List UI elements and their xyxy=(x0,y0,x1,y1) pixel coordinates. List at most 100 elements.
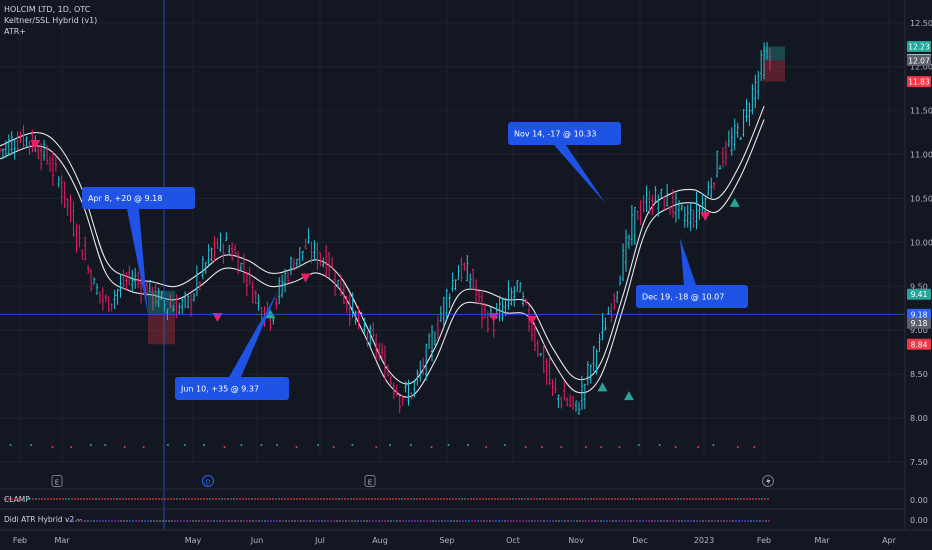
price-bar xyxy=(413,379,416,398)
price-bar xyxy=(654,186,657,203)
subpane-dot xyxy=(252,520,254,522)
price-bar xyxy=(436,315,440,340)
subpane-dot xyxy=(738,520,740,522)
price-bar xyxy=(686,204,689,228)
price-axis[interactable]: 12.50 12.00 11.50 11.00 10.50 10.00 9.50 9.00 8.… xyxy=(904,0,932,550)
callout-pointer xyxy=(554,145,605,203)
subpane-dot xyxy=(330,520,332,522)
price-bar xyxy=(151,286,155,311)
price-bar xyxy=(286,272,290,283)
subpane-dot xyxy=(452,498,454,500)
subpane-dot xyxy=(690,520,692,522)
subpane-dot xyxy=(102,520,104,522)
price-bar xyxy=(648,190,651,215)
subpane-dot xyxy=(693,520,695,522)
subpane-dot xyxy=(569,498,571,500)
price-bar xyxy=(677,200,681,220)
y-tick-label: 9.50 xyxy=(910,282,928,291)
subpane-dot xyxy=(468,520,470,522)
callout-box xyxy=(636,285,748,308)
subpane-dot xyxy=(764,498,766,500)
price-bar xyxy=(157,287,160,308)
price-bar xyxy=(442,296,445,328)
subpane-dot xyxy=(282,520,284,522)
subpane-dot xyxy=(104,498,106,500)
subpane-dot xyxy=(386,498,388,500)
price-bar xyxy=(339,274,343,297)
subpane-dot xyxy=(515,498,517,500)
subpane-dot xyxy=(195,520,197,522)
price-bar xyxy=(248,267,252,286)
subpane-dot xyxy=(711,520,713,522)
subpane-dot xyxy=(71,498,73,500)
price-bars xyxy=(0,42,772,415)
subpane-dot xyxy=(311,498,313,500)
price-bar xyxy=(283,268,287,293)
subpane-dot xyxy=(318,520,320,522)
subpane-title: Didi ATR Hybrid v2 -- xyxy=(4,515,82,524)
mini-signal-dot xyxy=(618,446,621,448)
callout-text: Dec 19, -18 @ 10.07 xyxy=(642,293,724,302)
price-bar xyxy=(7,134,11,156)
subpane-dot xyxy=(701,498,703,500)
price-bar xyxy=(186,295,190,309)
subpane-dot xyxy=(716,498,718,500)
price-bar xyxy=(571,396,575,411)
indicator-atr-label[interactable]: ATR+ xyxy=(4,27,26,36)
price-bar xyxy=(583,383,587,410)
subpane-dot xyxy=(446,498,448,500)
subpane-dot xyxy=(513,520,515,522)
subpane-dot xyxy=(729,520,731,522)
subpane-dot xyxy=(755,498,757,500)
subpane-dot xyxy=(666,520,668,522)
subpane-dot xyxy=(353,498,355,500)
subpane-dot xyxy=(644,498,646,500)
subpane-dot xyxy=(20,498,22,500)
price-bar xyxy=(25,136,28,149)
subpane-dot xyxy=(152,498,154,500)
subpane-dot xyxy=(474,520,476,522)
subpane-dot xyxy=(234,520,236,522)
subpane-dot xyxy=(659,498,661,500)
price-bar xyxy=(380,342,384,360)
subpane-dot xyxy=(278,498,280,500)
subpane-dot xyxy=(413,498,415,500)
subpane-dot xyxy=(194,498,196,500)
subpane-dot xyxy=(561,520,563,522)
mini-signal-dot xyxy=(166,444,169,446)
x-tick-label: Mar xyxy=(814,536,830,545)
subpane-dot xyxy=(279,520,281,522)
x-tick-label: 2023 xyxy=(694,536,714,545)
price-bar xyxy=(169,294,172,309)
price-bar xyxy=(463,262,466,271)
subpane-dot xyxy=(518,498,520,500)
subpane-dot xyxy=(366,520,368,522)
subpane-dot xyxy=(632,498,634,500)
subpane-dot xyxy=(266,498,268,500)
indicator-keltner-label[interactable]: Keltner/SSL Hybrid (v1) xyxy=(4,16,98,25)
subpane-dot xyxy=(357,520,359,522)
subpane-dot xyxy=(147,520,149,522)
subpane-dot xyxy=(756,520,758,522)
subpane-dot xyxy=(44,498,46,500)
subpane-dot xyxy=(600,520,602,522)
price-bar xyxy=(330,257,334,269)
event-marker-label: D xyxy=(205,479,210,487)
subpane-dot xyxy=(477,520,479,522)
subpane-dot xyxy=(149,498,151,500)
x-tick-label: Mar xyxy=(54,536,70,545)
mini-signal-dot xyxy=(70,446,73,448)
subpane-dot xyxy=(281,498,283,500)
subpane-dot xyxy=(522,520,524,522)
symbol-title[interactable]: HOLCIM LTD, 1D, OTC xyxy=(4,5,91,14)
price-bar xyxy=(4,140,8,158)
subpane-dot xyxy=(188,498,190,500)
subpane-dot xyxy=(204,520,206,522)
x-tick-label: Aug xyxy=(372,536,388,545)
subpane-dot xyxy=(485,498,487,500)
time-axis[interactable]: Feb Mar May Jun Jul Aug Sep Oct Nov Dec 2023 Feb Mar… xyxy=(0,529,932,550)
subpane-dot xyxy=(509,498,511,500)
price-bar xyxy=(192,292,196,302)
x-tick-label: May xyxy=(185,536,202,545)
